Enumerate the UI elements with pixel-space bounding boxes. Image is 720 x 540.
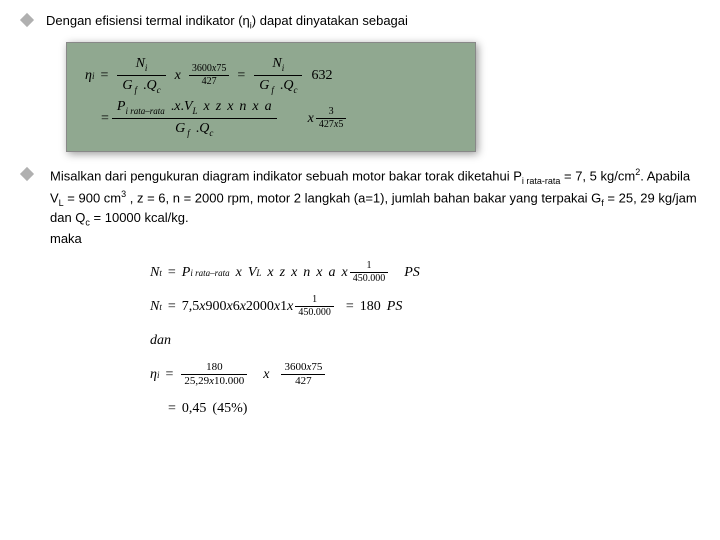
bullet-icon <box>20 13 34 27</box>
bullet-1: Dengan efisiensi termal indikator (ηi) d… <box>20 12 700 32</box>
low-line-2: Nt = 7,5x900x6x2000x1x 1450.000 =180PS <box>150 292 700 322</box>
eq-line-1: ηi = NiG f.Qc x 3600x75427 = NiG f.Qc 63… <box>85 55 457 96</box>
bullet-1-text: Dengan efisiensi termal indikator (ηi) d… <box>46 12 700 32</box>
low-line-4: ηi = 18025,29x10.000 x 3600x75427 <box>150 360 700 390</box>
low-line-5: =0,45(45%) <box>150 394 700 424</box>
low-line-1: Nt = Pi rata–rata x VL x z x n x a x 145… <box>150 258 700 288</box>
bullet-2-text: Misalkan dari pengukuran diagram indikat… <box>50 166 700 247</box>
bullet-icon <box>20 167 34 181</box>
bullet-2: Misalkan dari pengukuran diagram indikat… <box>20 166 700 247</box>
lower-equations: Nt = Pi rata–rata x VL x z x n x a x 145… <box>150 258 700 424</box>
low-line-3: dan <box>150 326 700 356</box>
equation-box: ηi = NiG f.Qc x 3600x75427 = NiG f.Qc 63… <box>66 42 476 152</box>
eq-line-2: = Pi rata–rata.x.VLxzxnxa G f.Qc x 3427x… <box>85 98 457 139</box>
